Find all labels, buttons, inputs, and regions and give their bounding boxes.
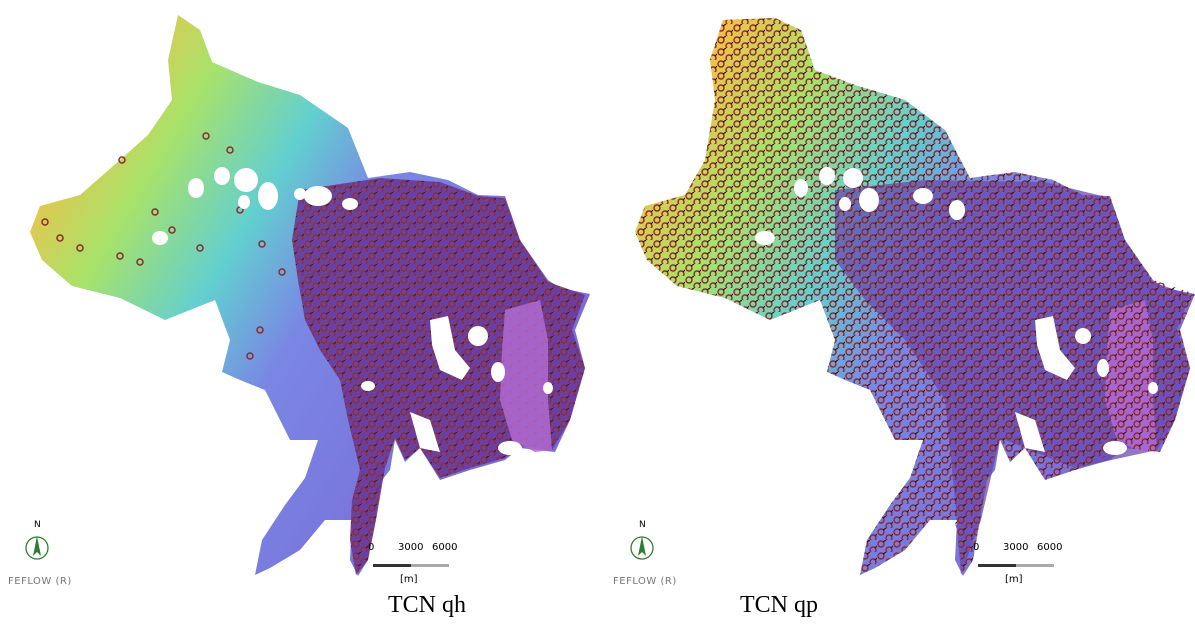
north-label: N xyxy=(639,520,646,530)
scale-unit: [m] xyxy=(1005,574,1023,585)
saline-zone xyxy=(500,300,552,452)
monitoring-zone xyxy=(635,18,1195,576)
caption-qh: TCN qh xyxy=(388,592,466,618)
scale-tick-2: 6000 xyxy=(432,542,458,553)
feflow-watermark: FEFLOW (R) xyxy=(613,576,677,587)
islands xyxy=(755,167,1158,455)
scale-bar: 0 3000 6000 [m] xyxy=(973,542,1083,592)
scale-unit: [m] xyxy=(400,574,418,585)
scale-bar: 0 3000 6000 [m] xyxy=(368,542,478,592)
map-panel-qh: N FEFLOW (R) 0 3000 6000 [m] xyxy=(0,0,600,590)
feflow-watermark: FEFLOW (R) xyxy=(8,576,72,587)
monitoring-zone xyxy=(292,178,585,575)
aquifer-map-qh xyxy=(30,15,590,576)
caption-qp: TCN qp xyxy=(740,592,818,618)
north-arrow: N xyxy=(627,518,657,566)
scale-tick-1: 3000 xyxy=(398,542,424,553)
islands xyxy=(152,167,553,455)
north-label: N xyxy=(34,520,41,530)
well-markers-west xyxy=(41,132,286,360)
scale-tick-1: 3000 xyxy=(1003,542,1029,553)
scale-tick-2: 6000 xyxy=(1037,542,1063,553)
map-panel-qp: N FEFLOW (R) 0 3000 6000 [m] xyxy=(605,0,1195,590)
scale-tick-0: 0 xyxy=(973,542,980,553)
scale-tick-0: 0 xyxy=(368,542,375,553)
north-arrow: N xyxy=(22,518,52,566)
aquifer-map-qp xyxy=(635,18,1195,576)
